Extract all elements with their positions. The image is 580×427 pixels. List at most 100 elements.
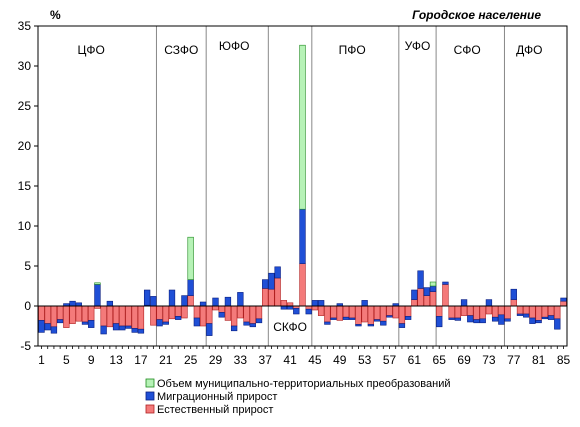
- bar-segment: [554, 318, 561, 330]
- bar-segment: [529, 317, 536, 324]
- bar-segment: [249, 305, 256, 324]
- bar-segment: [367, 324, 375, 327]
- bar-segment: [187, 236, 194, 280]
- y-tick-label: 10: [18, 219, 32, 233]
- bar-segment: [380, 320, 387, 326]
- bar-segment: [560, 300, 567, 307]
- bar-segment: [330, 317, 337, 320]
- x-tick-label: 69: [457, 353, 471, 367]
- bar-segment: [342, 316, 350, 320]
- bar-segment: [187, 279, 194, 296]
- bar-segment: [392, 305, 399, 319]
- bar-segment: [193, 317, 201, 327]
- bar-segment: [274, 277, 281, 307]
- bar-segment: [206, 305, 213, 324]
- bar-segment: [125, 305, 132, 327]
- x-tick-label: 17: [134, 353, 148, 367]
- district-labels: ЦФО СЗФО ЮФО СКФО ПФО УФО СФО ДФО: [78, 39, 543, 334]
- legend-label: Естественный прирост: [157, 404, 273, 416]
- x-tick-label: 57: [383, 353, 397, 367]
- bar-segment: [137, 328, 145, 334]
- plot-frame: [37, 25, 568, 347]
- bar-segment: [523, 313, 530, 318]
- bar-segment: [69, 305, 76, 324]
- bar-segment: [56, 305, 64, 320]
- bar-segment: [237, 292, 244, 307]
- district-label: ЮФО: [219, 39, 250, 53]
- bar-segment: [224, 305, 232, 321]
- bar-segment: [106, 300, 114, 307]
- bar-segment: [473, 319, 480, 324]
- bar-segment: [417, 288, 424, 307]
- bar-segment: [237, 305, 244, 319]
- bar-segment: [373, 305, 381, 320]
- bar-segment: [355, 324, 362, 327]
- bar-segment: [243, 305, 250, 323]
- bar-segment: [63, 305, 70, 328]
- x-tick-label: 81: [532, 353, 546, 367]
- bar-segment: [181, 305, 188, 319]
- bar-segment: [380, 305, 387, 322]
- bar-segment: [361, 305, 368, 323]
- bar-segment: [498, 314, 505, 325]
- bar-segment: [131, 328, 138, 333]
- bar-segment: [547, 305, 555, 316]
- bar-segment: [317, 300, 325, 307]
- bar-segment: [56, 319, 64, 324]
- district-label: УФО: [405, 39, 431, 53]
- bar-segment: [510, 299, 517, 307]
- x-tick-label: 29: [209, 353, 223, 367]
- bar-segment: [541, 316, 549, 320]
- y-tick-label: 0: [24, 299, 31, 313]
- bar-segment: [50, 305, 58, 328]
- bar-segment: [255, 318, 263, 324]
- bar-segment: [373, 319, 381, 322]
- bar-segment: [94, 284, 101, 307]
- x-tick-label: 65: [433, 353, 447, 367]
- bar-segment: [100, 325, 107, 335]
- bar-segment: [404, 316, 412, 320]
- bar-segment: [342, 305, 350, 318]
- bar-segment: [50, 326, 58, 334]
- x-tick-label: 41: [283, 353, 297, 367]
- bar-segment: [523, 305, 530, 315]
- bar-segment: [423, 287, 430, 296]
- bar-segment: [44, 323, 51, 331]
- bar-segment: [299, 44, 306, 210]
- bar-segment: [411, 299, 418, 307]
- bar-segment: [473, 305, 480, 320]
- bar-segment: [429, 291, 437, 307]
- bar-segment: [69, 300, 76, 307]
- bar-segment: [143, 289, 151, 306]
- x-tick-label: 33: [234, 353, 248, 367]
- bars: [38, 44, 567, 336]
- y-tick-label: 5: [24, 259, 31, 273]
- bar-segment: [112, 323, 120, 331]
- bar-segment: [187, 295, 194, 307]
- bar-segment: [367, 305, 375, 325]
- x-tick-label: 9: [88, 353, 95, 367]
- bar-segment: [280, 300, 288, 307]
- bar-segment: [417, 270, 424, 289]
- bar-segment: [429, 281, 437, 287]
- bar-segment: [230, 325, 238, 332]
- bar-segment: [299, 263, 306, 307]
- y-tick-label: 35: [18, 19, 32, 33]
- bar-segment: [330, 305, 337, 319]
- bar-segment: [274, 266, 281, 279]
- bar-segment: [230, 305, 238, 327]
- bar-segment: [504, 318, 511, 322]
- bar-segment: [162, 305, 169, 323]
- bar-segment: [460, 305, 468, 316]
- bar-segment: [268, 288, 275, 307]
- bar-segment: [106, 305, 114, 328]
- x-tick-label: 45: [308, 353, 322, 367]
- legend-swatch: [145, 404, 155, 414]
- bar-segment: [311, 305, 319, 311]
- bar-segment: [162, 321, 169, 325]
- bar-segment: [491, 316, 499, 322]
- x-tick-label: 37: [259, 353, 273, 367]
- bar-segment: [305, 308, 312, 315]
- bar-segment: [156, 305, 163, 320]
- legend-label: Миграционный прирост: [157, 391, 277, 403]
